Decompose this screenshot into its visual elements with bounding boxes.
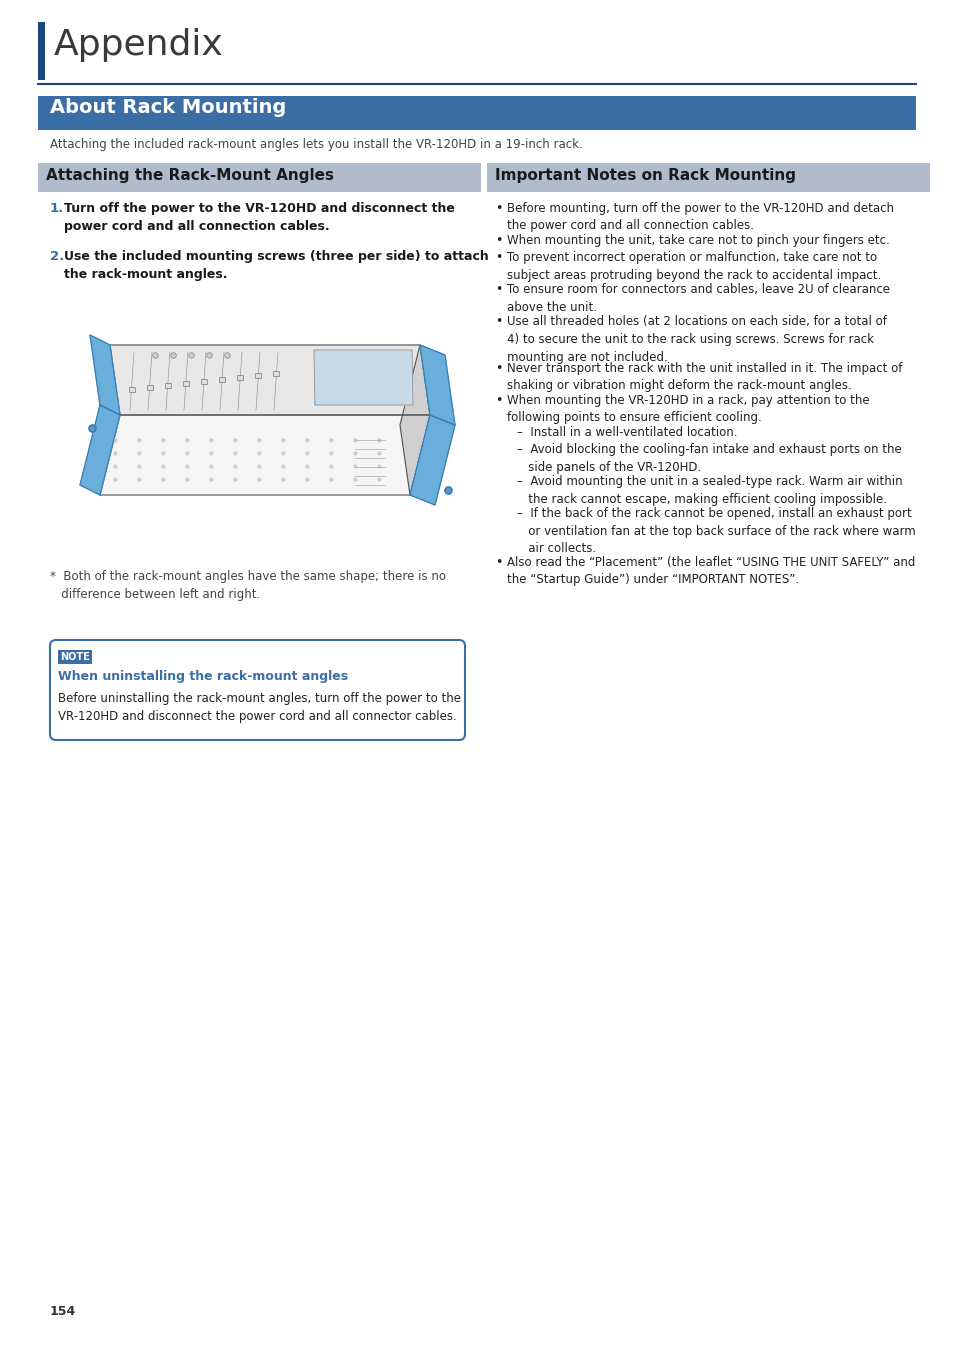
Text: •: •: [495, 556, 502, 568]
Bar: [129, 387, 135, 392]
Polygon shape: [410, 414, 455, 505]
Bar: [147, 385, 152, 390]
Text: *  Both of the rack-mount angles have the same shape; there is no
   difference : * Both of the rack-mount angles have the…: [50, 570, 446, 601]
Bar: [38, 96, 915, 130]
Text: –  If the back of the rack cannot be opened, install an exhaust port
   or venti: – If the back of the rack cannot be open…: [517, 508, 915, 555]
Polygon shape: [399, 346, 430, 495]
FancyBboxPatch shape: [50, 640, 464, 740]
Polygon shape: [80, 405, 120, 495]
Text: Before mounting, turn off the power to the VR-120HD and detach
the power cord an: Before mounting, turn off the power to t…: [506, 202, 893, 232]
Polygon shape: [110, 346, 430, 414]
Text: •: •: [495, 362, 502, 375]
Bar: [254, 373, 261, 378]
Text: •: •: [495, 251, 502, 265]
Text: Important Notes on Rack Mounting: Important Notes on Rack Mounting: [495, 167, 795, 184]
Text: 2.: 2.: [50, 250, 64, 263]
Polygon shape: [90, 335, 120, 414]
Text: NOTE: NOTE: [60, 652, 90, 662]
Text: Also read the “Placement” (the leaflet “USING THE UNIT SAFELY” and
the “Startup : Also read the “Placement” (the leaflet “…: [506, 556, 915, 586]
Bar: [486, 163, 929, 192]
Text: •: •: [495, 234, 502, 247]
Text: •: •: [495, 316, 502, 328]
Bar: [58, 649, 91, 664]
Polygon shape: [419, 346, 455, 425]
Text: Use the included mounting screws (three per side) to attach
the rack-mount angle: Use the included mounting screws (three …: [64, 250, 488, 281]
Text: When mounting the VR-120HD in a rack, pay attention to the
following points to e: When mounting the VR-120HD in a rack, pa…: [506, 394, 869, 424]
Text: About Rack Mounting: About Rack Mounting: [50, 99, 286, 117]
Bar: [38, 22, 45, 80]
Polygon shape: [100, 414, 430, 495]
Text: –  Avoid blocking the cooling-fan intake and exhaust ports on the
   side panels: – Avoid blocking the cooling-fan intake …: [517, 444, 901, 474]
Text: To ensure room for connectors and cables, leave 2U of clearance
above the unit.: To ensure room for connectors and cables…: [506, 284, 889, 315]
Text: 154: 154: [50, 1305, 76, 1318]
Text: –  Install in a well-ventilated location.: – Install in a well-ventilated location.: [517, 427, 737, 439]
Text: Attaching the Rack-Mount Angles: Attaching the Rack-Mount Angles: [46, 167, 334, 184]
Text: When mounting the unit, take care not to pinch your fingers etc.: When mounting the unit, take care not to…: [506, 234, 889, 247]
Polygon shape: [314, 350, 413, 405]
Text: Before uninstalling the rack-mount angles, turn off the power to the
VR-120HD an: Before uninstalling the rack-mount angle…: [58, 693, 460, 724]
Bar: [183, 381, 189, 386]
Bar: [219, 377, 225, 382]
Text: •: •: [495, 394, 502, 406]
Text: When uninstalling the rack-mount angles: When uninstalling the rack-mount angles: [58, 670, 348, 683]
Text: •: •: [495, 284, 502, 297]
Text: Attaching the included rack-mount angles lets you install the VR-120HD in a 19-i: Attaching the included rack-mount angles…: [50, 138, 582, 151]
Text: Use all threaded holes (at 2 locations on each side, for a total of
4) to secure: Use all threaded holes (at 2 locations o…: [506, 316, 886, 363]
Text: Appendix: Appendix: [54, 28, 224, 62]
Text: •: •: [495, 202, 502, 215]
Bar: [201, 379, 207, 383]
Text: Never transport the rack with the unit installed in it. The impact of
shaking or: Never transport the rack with the unit i…: [506, 362, 902, 393]
Text: To prevent incorrect operation or malfunction, take care not to
subject areas pr: To prevent incorrect operation or malfun…: [506, 251, 881, 282]
Bar: [236, 375, 243, 379]
Text: –  Avoid mounting the unit in a sealed-type rack. Warm air within
   the rack ca: – Avoid mounting the unit in a sealed-ty…: [517, 475, 902, 506]
Bar: [273, 371, 278, 377]
Text: 1.: 1.: [50, 202, 64, 215]
Bar: [38, 163, 480, 192]
Text: Turn off the power to the VR-120HD and disconnect the
power cord and all connect: Turn off the power to the VR-120HD and d…: [64, 202, 455, 234]
Bar: [165, 383, 171, 387]
